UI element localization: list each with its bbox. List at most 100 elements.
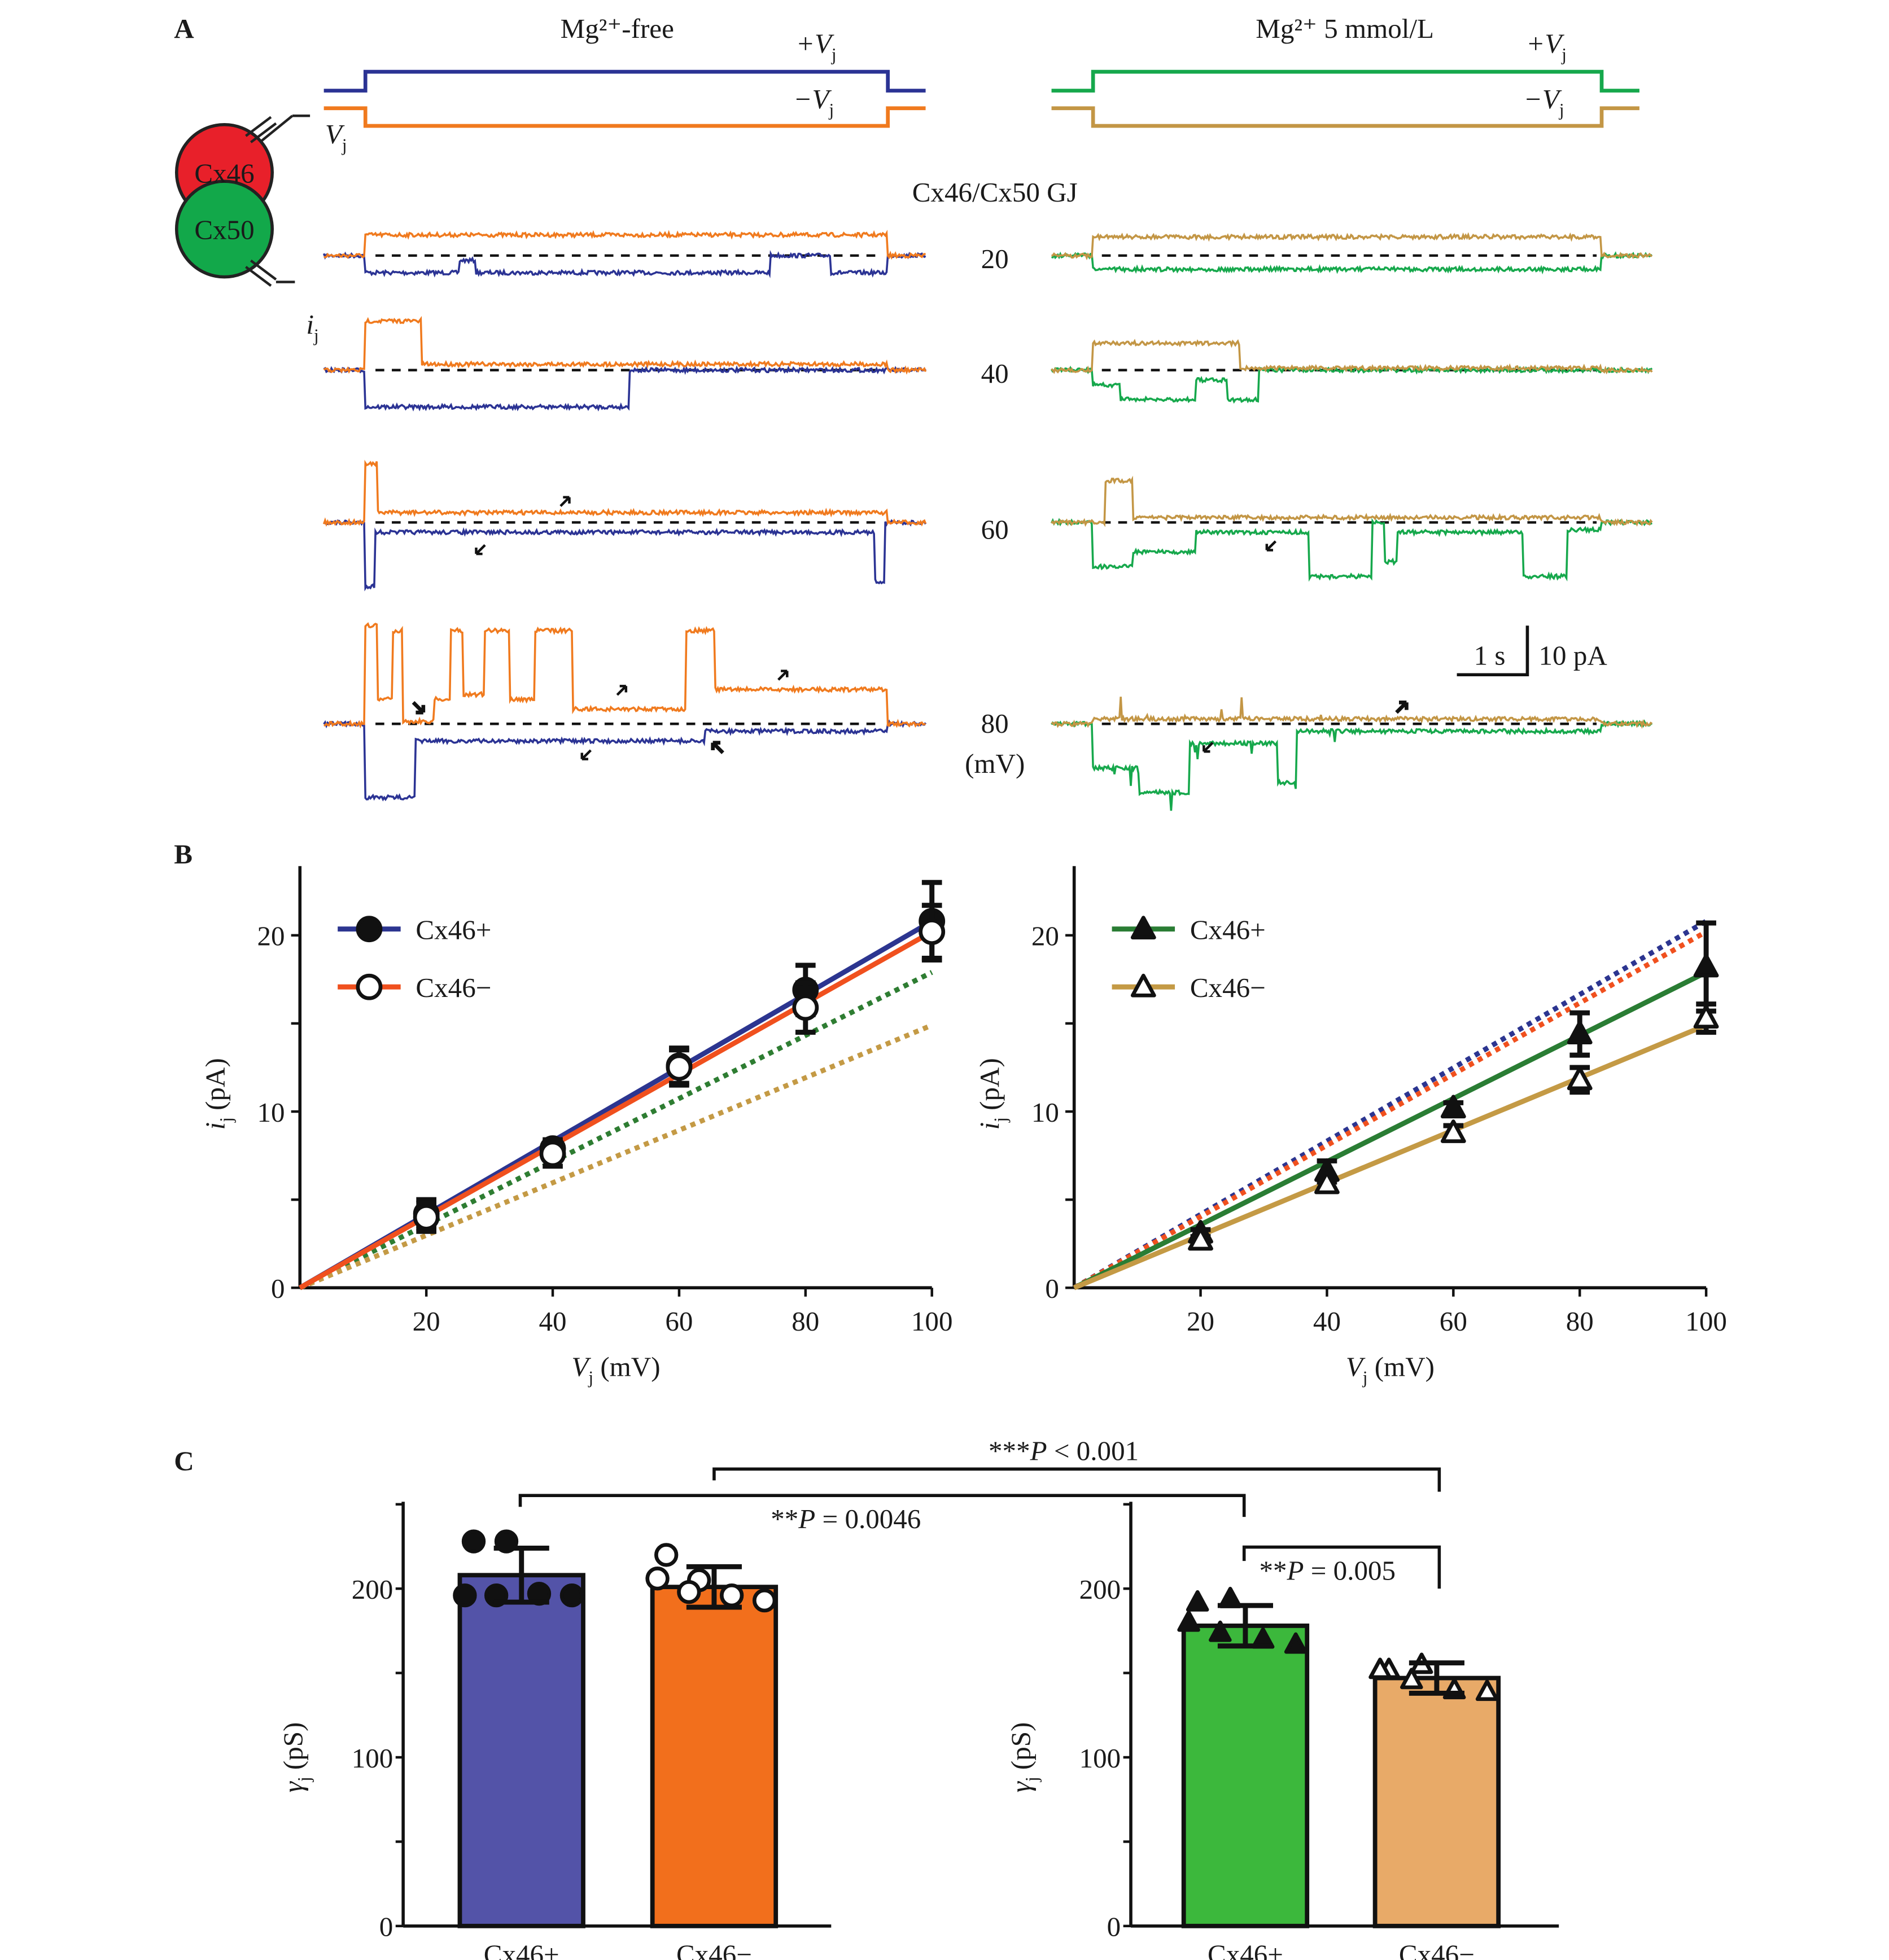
ij-label: ij bbox=[306, 309, 318, 345]
y-axis-label-rest: (pS) bbox=[278, 1722, 309, 1777]
fit-line bbox=[299, 929, 933, 1290]
condition-title-mg-5: Mg²⁺ 5 mmol/L bbox=[1256, 13, 1434, 44]
y-tick-label: 200 bbox=[1079, 1574, 1121, 1605]
x-axis-label-main: V bbox=[1346, 1351, 1366, 1382]
protocol-negative-pulse bbox=[1051, 106, 1639, 128]
y-tick-label: 0 bbox=[379, 1911, 393, 1943]
current-trace bbox=[1051, 719, 1653, 811]
protocol-positive-pulse bbox=[323, 69, 926, 93]
voltage-label: 60 bbox=[981, 514, 1009, 545]
x-tick-label: 60 bbox=[665, 1306, 693, 1337]
x-tick-label: 80 bbox=[792, 1306, 819, 1337]
y-axis-label-rest: (pA) bbox=[199, 1058, 230, 1117]
data-point-open-triangle bbox=[1567, 1066, 1593, 1091]
legend-label: Cx46− bbox=[1190, 972, 1266, 1003]
legend-label: Cx46+ bbox=[1190, 915, 1266, 946]
data-point-open-circle bbox=[752, 1588, 777, 1613]
panel-label-b: B bbox=[174, 839, 193, 870]
current-trace bbox=[323, 316, 927, 375]
y-tick-label: 0 bbox=[1107, 1911, 1121, 1943]
data-point-filled-triangle bbox=[1186, 1590, 1209, 1612]
current-trace bbox=[1051, 232, 1653, 260]
condition-title-mg-free: Mg²⁺-free bbox=[561, 13, 674, 44]
p-value-0001: ***P < 0.001 bbox=[989, 1436, 1139, 1467]
current-trace bbox=[323, 229, 926, 260]
cell-cx50 bbox=[174, 180, 274, 279]
y-axis-label: γj (pS) bbox=[278, 1722, 314, 1793]
y-axis-label-main: γ bbox=[278, 1780, 309, 1792]
data-point-filled-triangle bbox=[1209, 1620, 1232, 1642]
open-arrow-icon bbox=[1203, 742, 1214, 753]
bracket-0001 bbox=[712, 1467, 1441, 1492]
current-trace bbox=[322, 250, 926, 278]
cell-cx46-label: Cx46 bbox=[194, 158, 254, 189]
filled-arrow-icon bbox=[1395, 700, 1409, 714]
cell-pair-diagram: Cx46 Cx50 bbox=[174, 114, 311, 287]
error-bar bbox=[1217, 1603, 1274, 1649]
y-tick-label: 0 bbox=[271, 1273, 285, 1304]
current-trace bbox=[1051, 365, 1653, 404]
y-tick-label: 200 bbox=[352, 1574, 393, 1605]
voltage-label: 40 bbox=[981, 358, 1009, 389]
reference-fit-line bbox=[1073, 929, 1708, 1290]
current-trace bbox=[1050, 518, 1653, 582]
legend-label: Cx46− bbox=[416, 972, 491, 1003]
data-point-filled-triangle bbox=[1567, 1021, 1593, 1045]
voltage-label: 80 bbox=[981, 708, 1009, 739]
chart-c-right: 0 100 200 γj (pS) Cx46+ Cx46− bbox=[1005, 1502, 1559, 1960]
data-point-open-triangle bbox=[1693, 1005, 1719, 1029]
y-axis-label-sub: j bbox=[216, 1117, 236, 1123]
x-category-label: Cx46+ bbox=[484, 1939, 559, 1960]
plus-vj-left: +Vj bbox=[796, 28, 837, 64]
filled-arrow-icon bbox=[711, 741, 724, 754]
data-point-open-triangle bbox=[1440, 1119, 1466, 1143]
y-axis-label-sub: j bbox=[294, 1777, 314, 1782]
scale-bar: 1 s 10 pA bbox=[1457, 625, 1607, 677]
data-point-open-circle bbox=[677, 1580, 701, 1604]
data-point-filled-circle bbox=[559, 1583, 584, 1608]
bar bbox=[1181, 1624, 1310, 1928]
pipette-bottom bbox=[245, 259, 277, 287]
chart-c-left: 0 100 200 γj (pS) Cx46+ Cx46− bbox=[278, 1502, 832, 1960]
current-traces bbox=[322, 229, 1653, 811]
y-axis-label-sub: j bbox=[990, 1117, 1010, 1123]
bar bbox=[457, 1573, 585, 1928]
data-point-open-circle bbox=[645, 1567, 670, 1591]
data-point-filled-triangle bbox=[1130, 916, 1156, 940]
data-point-filled-circle bbox=[461, 1529, 486, 1554]
error-bar bbox=[1409, 1660, 1464, 1696]
y-axis-label-rest: (pS) bbox=[1005, 1722, 1037, 1777]
y-axis-label-main: i bbox=[199, 1122, 230, 1130]
current-trace bbox=[323, 622, 926, 729]
current-trace bbox=[322, 460, 927, 527]
x-axis-label: Vj (mV) bbox=[571, 1351, 660, 1387]
open-arrow-icon bbox=[777, 670, 789, 681]
x-tick-label: 100 bbox=[911, 1306, 953, 1337]
data-point-open-triangle bbox=[1188, 1227, 1213, 1251]
x-tick-label: 100 bbox=[1685, 1306, 1727, 1337]
cell-cx50-label: Cx50 bbox=[194, 215, 254, 246]
x-category-label: Cx46+ bbox=[1208, 1939, 1283, 1960]
bracket-005 bbox=[1242, 1545, 1441, 1589]
data-point-filled-triangle bbox=[1177, 1610, 1200, 1632]
data-point-filled-triangle bbox=[1440, 1095, 1466, 1119]
minus-vj-right: −Vj bbox=[1524, 84, 1564, 120]
x-tick-label: 20 bbox=[413, 1306, 440, 1337]
voltage-unit: (mV) bbox=[965, 748, 1025, 779]
current-trace bbox=[1051, 697, 1653, 729]
x-axis-label-sub: j bbox=[1362, 1368, 1368, 1388]
p-value-005: **P = 0.005 bbox=[1259, 1555, 1396, 1586]
protocol-negative-pulse bbox=[323, 106, 926, 128]
pipette-top bbox=[245, 116, 277, 143]
y-tick-label: 100 bbox=[352, 1743, 393, 1774]
data-point-open-triangle bbox=[1368, 1657, 1392, 1679]
p-value-0046: **P = 0.0046 bbox=[771, 1503, 921, 1534]
voltage-protocols bbox=[323, 69, 1639, 128]
fit-line bbox=[1073, 1022, 1707, 1290]
legend-label: Cx46+ bbox=[416, 915, 491, 946]
panel-label-a: A bbox=[174, 13, 194, 44]
x-tick-label: 80 bbox=[1566, 1306, 1594, 1337]
y-tick-label: 100 bbox=[1079, 1743, 1121, 1774]
junction-title: Cx46/Cx50 GJ bbox=[912, 177, 1078, 208]
